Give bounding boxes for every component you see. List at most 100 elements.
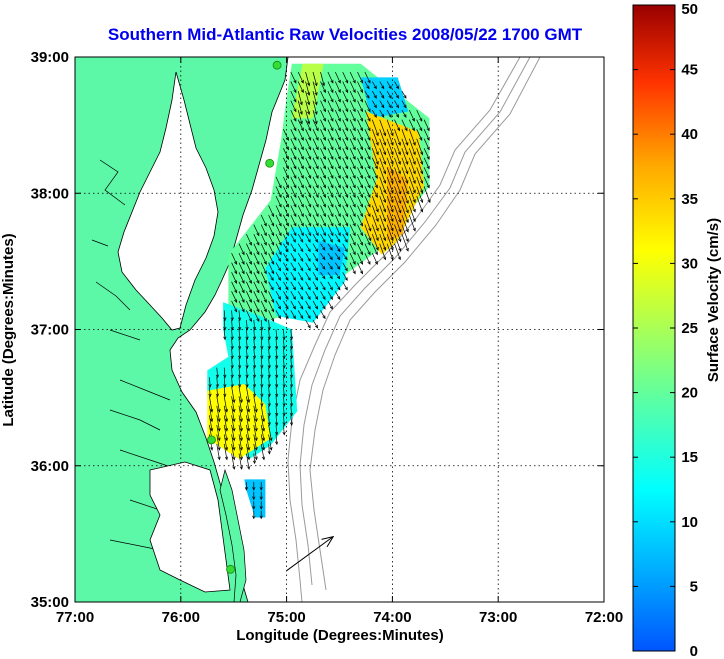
- velocity-arrow: [283, 348, 285, 359]
- velocity-arrow: [357, 224, 363, 236]
- velocity-arrow-head: [267, 412, 271, 417]
- velocity-arrow-head: [373, 104, 377, 109]
- velocity-arrow-head: [270, 286, 274, 291]
- velocity-arrow: [364, 119, 371, 131]
- velocity-arrow: [246, 300, 252, 312]
- velocity-arrow: [297, 157, 304, 169]
- velocity-arrow: [260, 396, 263, 407]
- velocity-arrow-head: [293, 156, 297, 160]
- velocity-arrow-head: [352, 251, 356, 256]
- velocity-arrow-head: [210, 447, 214, 451]
- velocity-arrow: [275, 300, 281, 310]
- velocity-arrow-head: [223, 393, 227, 398]
- velocity-arrow: [357, 176, 363, 188]
- velocity-arrow-head: [390, 218, 394, 223]
- velocity-arrow-head: [217, 408, 221, 413]
- velocity-arrow-head: [278, 194, 282, 199]
- velocity-arrow-head: [208, 393, 212, 398]
- velocity-arrow: [357, 262, 363, 274]
- velocity-arrow-head: [322, 296, 326, 301]
- velocity-arrow: [268, 338, 270, 349]
- chart-title: Southern Mid-Atlantic Raw Velocities 200…: [108, 25, 583, 44]
- velocity-arrow: [275, 186, 282, 198]
- velocity-arrow-head: [248, 270, 252, 275]
- velocity-arrow-head: [224, 408, 229, 413]
- velocity-arrow: [290, 119, 297, 131]
- velocity-arrow: [334, 148, 341, 160]
- velocity-arrow: [408, 195, 416, 213]
- velocity-arrow: [260, 272, 267, 284]
- velocity-arrow: [305, 195, 312, 208]
- velocity-arrow: [357, 90, 363, 103]
- velocity-arrow-head: [390, 180, 394, 184]
- velocity-arrow-head: [245, 345, 249, 350]
- velocity-arrow-head: [329, 275, 333, 280]
- velocity-arrow-head: [337, 98, 341, 103]
- velocity-arrow-head: [322, 315, 326, 320]
- velocity-arrow: [386, 109, 392, 118]
- velocity-arrow-head: [427, 199, 431, 204]
- velocity-arrow-head: [322, 175, 326, 179]
- velocity-arrow: [290, 90, 297, 103]
- velocity-arrow-head: [300, 127, 304, 132]
- velocity-arrow: [334, 100, 341, 112]
- velocity-arrow: [253, 358, 256, 369]
- velocity-arrow: [253, 415, 257, 431]
- velocity-arrow: [334, 214, 341, 227]
- velocity-arrow: [320, 243, 326, 251]
- velocity-arrow-head: [224, 456, 229, 461]
- velocity-arrow-head: [329, 296, 333, 301]
- velocity-arrow: [253, 281, 260, 293]
- velocity-arrow-head: [403, 104, 407, 109]
- velocity-arrow: [268, 405, 270, 416]
- velocity-arrow-head: [223, 374, 227, 379]
- velocity-arrow-head: [292, 248, 296, 253]
- velocity-arrow-head: [260, 326, 264, 331]
- velocity-arrow-head: [261, 447, 266, 451]
- velocity-arrow-head: [300, 213, 304, 218]
- velocity-arrow-head: [352, 118, 356, 122]
- x-axis-ticks: 77:00 76:00 75:00 74:00 73:00 72:00: [56, 57, 623, 626]
- velocity-arrow-head: [300, 239, 304, 243]
- velocity-arrow: [394, 138, 401, 155]
- velocity-arrow: [260, 415, 265, 431]
- velocity-arrow-head: [248, 308, 252, 313]
- velocity-arrow-head: [271, 213, 275, 218]
- velocity-arrow: [275, 310, 281, 319]
- velocity-arrow-head: [381, 104, 385, 109]
- velocity-arrow: [386, 205, 394, 222]
- velocity-arrow-head: [390, 208, 394, 213]
- velocity-arrow: [283, 367, 285, 378]
- velocity-arrow-head: [230, 326, 234, 331]
- velocity-arrow-head: [375, 246, 379, 251]
- velocity-arrow-head: [420, 161, 424, 165]
- velocity-arrow-head: [405, 200, 409, 205]
- velocity-arrow: [305, 119, 312, 131]
- velocity-arrow-head: [300, 232, 304, 237]
- velocity-arrow-head: [300, 222, 304, 227]
- velocity-arrow: [290, 396, 293, 407]
- y-tick-label: 39:00: [31, 49, 69, 66]
- velocity-arrow-head: [395, 104, 399, 109]
- velocity-arrow: [357, 214, 363, 227]
- velocity-arrow-head: [359, 203, 363, 208]
- velocity-arrow-head: [352, 232, 356, 237]
- velocity-arrow-head: [275, 403, 279, 407]
- velocity-arrow: [371, 138, 379, 155]
- velocity-arrow: [260, 262, 267, 274]
- velocity-arrow-head: [405, 219, 409, 224]
- velocity-arrow: [238, 348, 241, 359]
- velocity-arrow-head: [352, 156, 356, 160]
- velocity-arrow: [238, 443, 243, 460]
- velocity-arrow-head: [278, 213, 282, 218]
- velocity-arrow: [327, 243, 333, 251]
- velocity-arrow-head: [239, 466, 243, 470]
- velocity-arrow-head: [405, 170, 409, 175]
- velocity-arrow: [305, 224, 312, 236]
- velocity-arrow-head: [267, 403, 271, 407]
- velocity-arrow: [275, 214, 282, 227]
- velocity-arrow: [379, 157, 386, 174]
- velocity-arrow-head: [390, 246, 394, 251]
- velocity-arrow-head: [345, 79, 349, 84]
- velocity-arrow: [268, 205, 275, 217]
